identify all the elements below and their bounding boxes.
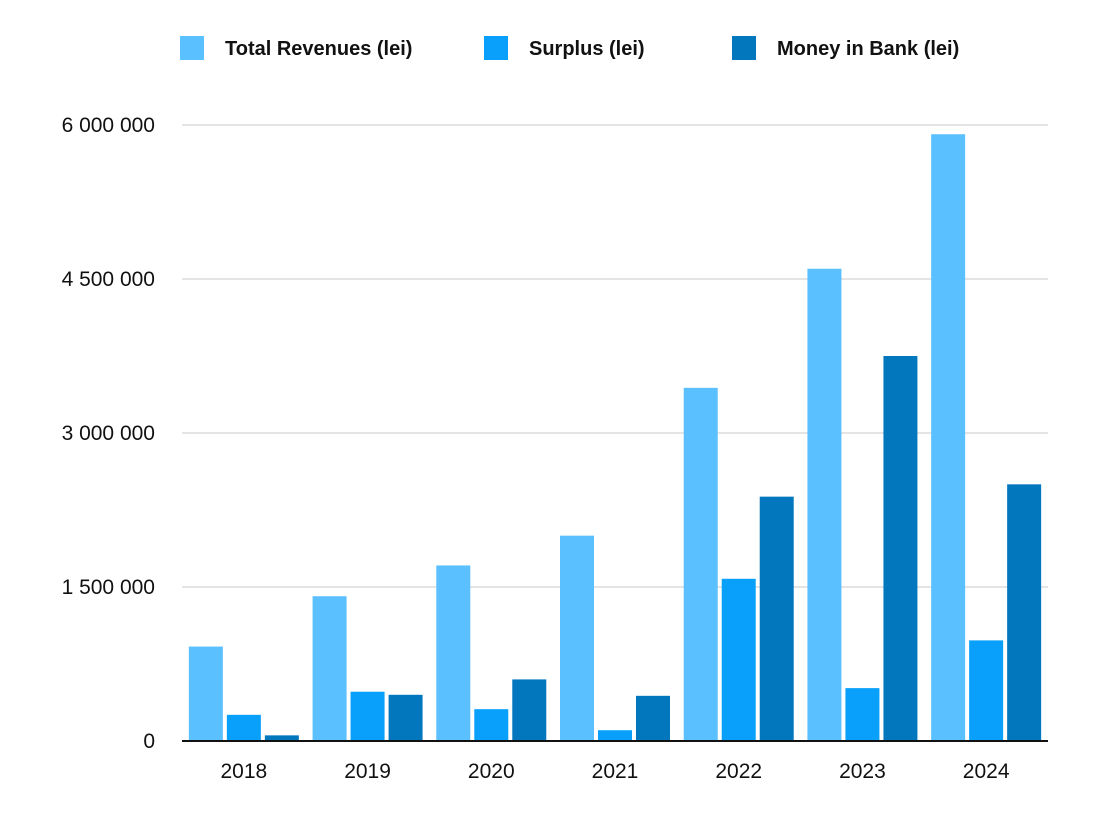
x-tick-label: 2024 [963,760,1010,783]
legend-swatch [732,36,756,60]
legend-swatch [180,36,204,60]
bar [807,268,842,741]
bar [226,714,261,741]
bar [264,735,299,741]
y-tick-label: 0 [143,730,155,753]
y-tick-label: 4 500 000 [62,268,155,291]
x-axis-ticks: 2018 2019 2020 2021 2022 2023 2024 [220,760,1009,783]
bar [721,578,756,741]
x-tick-label: 2020 [468,760,515,783]
bars [188,134,1042,742]
x-tick-label: 2018 [220,760,267,783]
y-tick-label: 3 000 000 [62,422,155,445]
bar [931,134,966,742]
x-tick-label: 2023 [839,760,886,783]
legend-label: Total Revenues (lei) [225,38,412,60]
bar [636,695,670,741]
bar [845,688,880,741]
bar [598,730,632,741]
bar [683,387,718,741]
bar [560,535,594,741]
bar [188,646,223,741]
bar [1007,484,1042,741]
y-tick-label: 6 000 000 [62,114,155,137]
legend-label: Surplus (lei) [529,38,645,60]
bar [312,596,347,741]
grid-lines [182,124,1048,588]
x-tick-label: 2019 [344,760,391,783]
legend-label: Money in Bank (lei) [777,38,959,60]
x-tick-label: 2021 [592,760,639,783]
bar [350,691,385,741]
bar [759,496,794,741]
y-tick-label: 1 500 000 [62,576,155,599]
bar [474,709,509,741]
bar [436,565,471,741]
bar [388,694,423,741]
bar [512,679,547,741]
y-axis-ticks: 0 1 500 000 3 000 000 4 500 000 6 000 000 [62,114,155,753]
legend: Total Revenues (lei) Surplus (lei) Money i… [180,36,959,60]
legend-swatch [484,36,508,60]
x-tick-label: 2022 [715,760,762,783]
bar [969,640,1004,741]
bar [883,356,918,741]
